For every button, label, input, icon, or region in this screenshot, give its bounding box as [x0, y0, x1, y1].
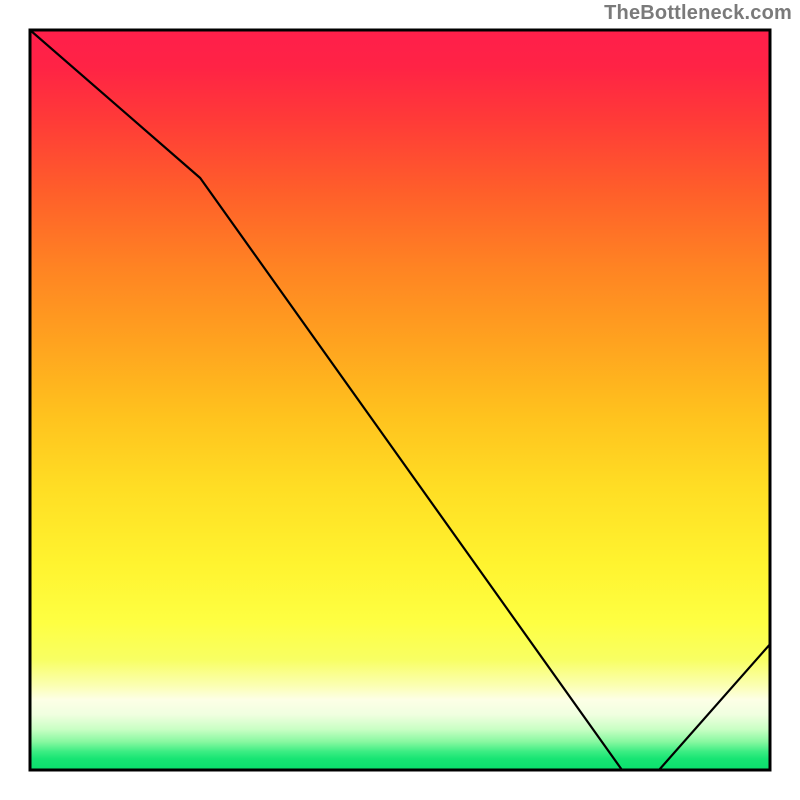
gradient-background	[30, 30, 770, 770]
bottleneck-chart	[0, 0, 800, 800]
